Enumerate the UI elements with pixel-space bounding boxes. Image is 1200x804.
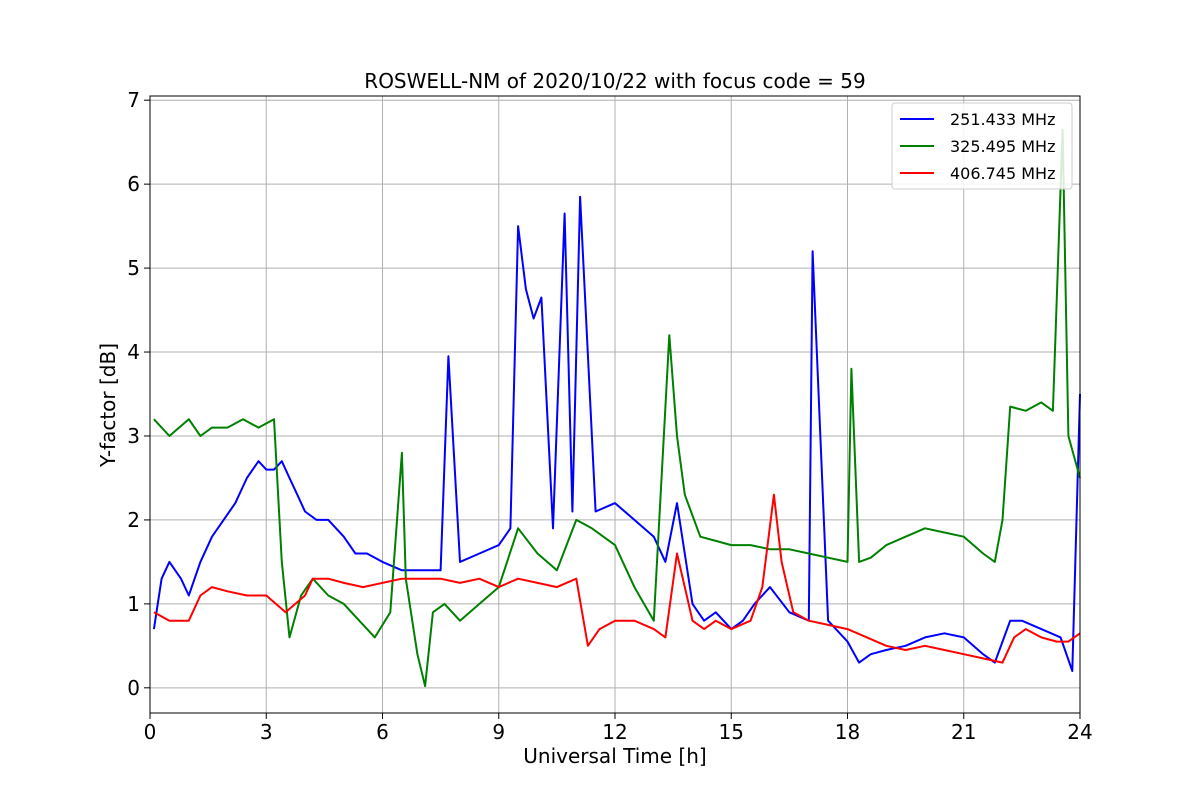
legend-label: 251.433 MHz xyxy=(950,110,1055,129)
x-tick-label: 9 xyxy=(492,720,505,744)
y-tick-label: 0 xyxy=(127,676,140,700)
legend-label: 325.495 MHz xyxy=(950,137,1055,156)
x-tick-label: 24 xyxy=(1067,720,1092,744)
y-axis-ticks: 0 1 2 3 4 5 6 7 xyxy=(127,88,150,700)
y-tick-label: 5 xyxy=(127,256,140,280)
legend-box xyxy=(891,102,1073,190)
y-tick-label: 3 xyxy=(127,424,140,448)
y-tick-label: 4 xyxy=(127,340,140,364)
series-lines xyxy=(152,128,1081,688)
y-tick-label: 2 xyxy=(127,508,140,532)
x-axis-ticks: 0 3 6 9 12 15 18 21 24 xyxy=(144,713,1093,744)
legend: 251.433 MHz 325.495 MHz 406.745 MHz xyxy=(891,102,1073,190)
y-tick-label: 1 xyxy=(127,592,140,616)
series-line-1 xyxy=(152,195,1081,672)
y-tick-label: 7 xyxy=(127,88,140,112)
grid-lines xyxy=(149,96,1081,713)
legend-label: 406.745 MHz xyxy=(950,164,1055,183)
series-line-2 xyxy=(153,128,1081,688)
x-tick-label: 12 xyxy=(602,720,627,744)
x-tick-label: 6 xyxy=(376,720,389,744)
x-tick-label: 0 xyxy=(144,720,157,744)
y-tick-label: 6 xyxy=(127,172,140,196)
x-tick-label: 21 xyxy=(951,720,976,744)
x-axis-label: Universal Time [h] xyxy=(523,744,706,768)
x-tick-label: 18 xyxy=(835,720,860,744)
series-line-3 xyxy=(153,493,1081,664)
chart-title: ROSWELL-NM of 2020/10/22 with focus code… xyxy=(364,69,865,93)
x-tick-label: 3 xyxy=(260,720,273,744)
x-tick-label: 15 xyxy=(719,720,744,744)
y-axis-label: Y-factor [dB] xyxy=(96,343,120,468)
